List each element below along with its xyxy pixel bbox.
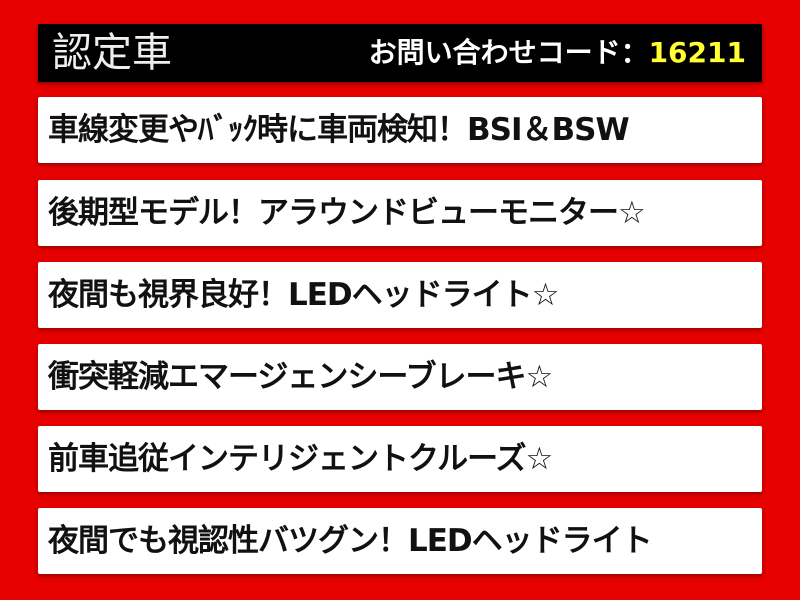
page-title: 認定車 — [52, 30, 172, 76]
feature-text: 夜間も視界良好！LEDヘッドライト☆ — [48, 277, 559, 313]
feature-text: 後期型モデル！アラウンドビューモニター☆ — [48, 195, 646, 231]
inquiry-code: お問い合わせコード：16211 — [369, 32, 746, 74]
feature-item: 衝突軽減エマージェンシーブレーキ☆ — [38, 344, 762, 410]
feature-item: 車線変更やﾊﾞｯｸ時に車両検知！BSI＆BSW — [38, 97, 762, 163]
feature-item: 夜間も視界良好！LEDヘッドライト☆ — [38, 262, 762, 328]
feature-text: 衝突軽減エマージェンシーブレーキ☆ — [48, 359, 553, 395]
feature-item: 夜間でも視認性バツグン！LEDヘッドライト — [38, 508, 762, 574]
feature-text: 前車追従インテリジェントクルーズ☆ — [48, 441, 553, 477]
inquiry-code-value: 16211 — [648, 36, 746, 69]
feature-item: 後期型モデル！アラウンドビューモニター☆ — [38, 180, 762, 246]
feature-item: 前車追従インテリジェントクルーズ☆ — [38, 426, 762, 492]
feature-text: 夜間でも視認性バツグン！LEDヘッドライト — [48, 523, 653, 559]
inquiry-code-label: お問い合わせコード： — [368, 36, 649, 69]
feature-text: 車線変更やﾊﾞｯｸ時に車両検知！BSI＆BSW — [48, 112, 630, 148]
header-bar: 認定車 お問い合わせコード：16211 — [38, 24, 762, 82]
